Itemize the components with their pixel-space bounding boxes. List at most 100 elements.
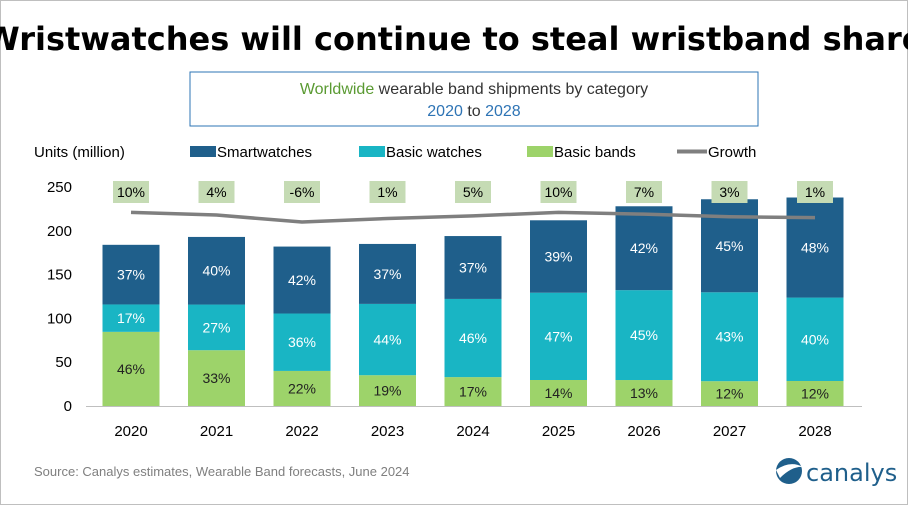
bar-percent-label: 48% (801, 240, 829, 256)
bar-percent-label: 45% (630, 327, 658, 343)
bar-stack: 22% 36% 42% (273, 246, 331, 406)
bar-segment-smartwatches (530, 220, 587, 293)
x-axis: 2020 2021 2022 2023 2024 2025 2026 2027 2028 (114, 423, 831, 440)
x-tick-label: 2022 (285, 423, 318, 440)
legend: Smartwatches Basic watches Basic bands Grow… (190, 144, 756, 161)
growth-label: 10% (544, 184, 572, 200)
bar-percent-label: 17% (459, 384, 487, 400)
bar-segment-basic-watches (530, 292, 587, 381)
subtitle-border (189, 71, 759, 127)
bar-segment-smartwatches (444, 236, 502, 299)
bar-percent-label: 40% (801, 331, 829, 347)
bar-segment-smartwatches (102, 244, 160, 305)
canalys-logo: canalys (776, 458, 897, 487)
growth-label-box (626, 181, 662, 203)
growth-label-box (113, 181, 149, 203)
growth-label-box (711, 181, 748, 203)
bar-percent-label: 40% (202, 263, 230, 279)
y-tick-label: 150 (47, 267, 72, 284)
bar-segment-smartwatches (615, 206, 673, 291)
growth-label: 1% (377, 184, 397, 200)
growth-label-box (540, 181, 577, 203)
y-tick-label: 200 (47, 223, 72, 240)
legend-label: Basic bands (554, 144, 636, 161)
bar-segment-basic-bands (786, 380, 844, 406)
y-axis-label: Units (million) (34, 144, 125, 161)
bar-segment-basic-bands (530, 380, 587, 406)
y-tick-label: 50 (55, 354, 72, 371)
logo-text: canalys (806, 459, 897, 487)
bar-percent-label: 13% (630, 385, 658, 401)
growth-label: 4% (206, 184, 226, 200)
bar-segment-basic-watches (615, 290, 673, 381)
y-tick-label: 100 (47, 310, 72, 327)
bar-segment-basic-watches (359, 303, 416, 376)
y-tick-label: 250 (47, 179, 72, 196)
bar-segment-basic-watches (273, 313, 331, 371)
legend-swatch (359, 146, 385, 157)
growth-label: 3% (719, 184, 739, 200)
x-tick-label: 2026 (627, 423, 660, 440)
bar-percent-label: 47% (544, 328, 572, 344)
bar-segment-basic-watches (701, 292, 758, 382)
subtitle-rest: wearable band shipments by category (374, 81, 648, 98)
bar-percent-label: 14% (544, 385, 572, 401)
bar-stack: 14% 47% 39% (530, 220, 587, 406)
bar-stack: 12% 40% 48% (786, 197, 844, 406)
bar-percent-label: 46% (459, 330, 487, 346)
subtitle-box: Worldwide wearable band shipments by cat… (189, 71, 759, 127)
subtitle-highlight: Worldwide (300, 81, 375, 98)
bar-segment-smartwatches (273, 246, 331, 314)
growth-label: 5% (463, 184, 483, 200)
legend-item: Basic bands (527, 144, 636, 161)
bar-percent-label: 46% (117, 361, 145, 377)
bar-percent-label: 27% (202, 319, 230, 335)
bar-segment-basic-watches (188, 304, 245, 351)
canalys-logo-icon (776, 458, 803, 484)
bar-percent-label: 44% (373, 332, 401, 348)
growth-label: 1% (805, 184, 825, 200)
x-tick-label: 2023 (371, 423, 404, 440)
headline: Wristwatches will continue to steal wris… (0, 20, 908, 58)
bar-percent-label: 45% (715, 238, 743, 254)
bar-segment-smartwatches (786, 197, 844, 298)
bar-percent-label: 12% (715, 386, 743, 402)
y-axis: 0 50 100 150 200 250 (47, 179, 862, 415)
bar-percent-label: 17% (117, 310, 145, 326)
growth-label: -6% (290, 184, 315, 200)
bar-segment-basic-bands (615, 380, 673, 406)
bar-segment-basic-watches (786, 297, 844, 381)
subtitle-end-year: 2028 (485, 103, 521, 120)
growth-label-box (198, 181, 235, 203)
legend-label: Basic watches (386, 144, 482, 161)
bar-segment-basic-bands (359, 375, 416, 406)
x-tick-label: 2025 (542, 423, 575, 440)
growth-series: 10% 4% -6% 1% 5% 10% 7% 3% 1% (113, 181, 833, 224)
source-note: Source: Canalys estimates, Wearable Band… (34, 464, 410, 479)
growth-label-box (455, 181, 491, 203)
bar-segment-smartwatches (188, 236, 245, 305)
x-tick-label: 2021 (200, 423, 233, 440)
x-tick-label: 2024 (456, 423, 489, 440)
x-tick-label: 2020 (114, 423, 147, 440)
subtitle-to: to (463, 103, 485, 120)
legend-label: Smartwatches (217, 144, 312, 161)
bar-percent-label: 33% (202, 370, 230, 386)
bar-stack: 46% 17% 37% (102, 244, 160, 406)
bar-segment-basic-bands (188, 350, 245, 406)
legend-swatch (190, 146, 216, 157)
subtitle-start-year: 2020 (427, 103, 463, 120)
legend-label: Growth (708, 144, 756, 161)
bar-percent-label: 42% (288, 272, 316, 288)
growth-label: 10% (117, 184, 145, 200)
bar-segment-basic-bands (444, 377, 502, 406)
bar-stack: 17% 46% 37% (444, 236, 502, 406)
growth-label-box (369, 181, 406, 203)
subtitle-line2: 2020 to 2028 (427, 103, 521, 120)
bars: 46%17%37%33%27%40%22%36%42%19%44%37%17%4… (102, 197, 844, 406)
bar-stack: 33% 27% 40% (188, 236, 245, 406)
subtitle-line1: Worldwide wearable band shipments by cat… (300, 81, 648, 98)
bar-percent-label: 19% (373, 383, 401, 399)
bar-stack: 12% 43% 45% (701, 199, 758, 406)
y-tick-label: 0 (64, 398, 72, 415)
